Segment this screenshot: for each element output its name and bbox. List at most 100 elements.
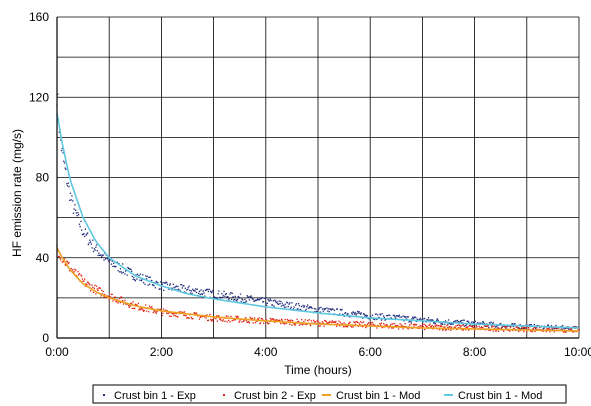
data-point — [503, 325, 505, 327]
data-point — [219, 297, 221, 299]
data-point — [460, 325, 462, 327]
data-point — [318, 307, 321, 309]
data-point — [195, 312, 198, 314]
data-point — [77, 212, 79, 214]
data-point — [221, 296, 224, 299]
data-point — [519, 324, 521, 326]
data-point — [564, 331, 566, 333]
data-point — [345, 325, 347, 328]
data-point — [462, 329, 465, 331]
data-point — [206, 288, 208, 290]
data-point — [217, 315, 219, 317]
data-point — [518, 327, 520, 329]
data-point — [236, 298, 239, 301]
series-line — [56, 247, 580, 332]
data-point — [448, 326, 450, 328]
data-point — [415, 324, 418, 326]
data-point — [67, 182, 69, 184]
data-point — [278, 300, 280, 302]
data-point — [176, 315, 178, 318]
data-point — [284, 318, 286, 321]
data-point — [408, 321, 410, 323]
data-point — [111, 293, 113, 296]
data-point — [180, 311, 182, 313]
data-point — [228, 297, 230, 300]
data-point — [192, 290, 195, 292]
data-point — [211, 319, 213, 321]
data-point — [134, 280, 136, 282]
data-point — [136, 304, 138, 306]
data-point — [209, 296, 211, 298]
data-point — [291, 324, 293, 326]
data-point — [110, 257, 112, 259]
data-point — [210, 290, 212, 292]
data-point — [354, 312, 356, 314]
data-point — [229, 321, 231, 323]
data-point — [362, 326, 364, 328]
data-point — [373, 318, 375, 320]
data-point — [497, 325, 499, 327]
data-point — [100, 295, 102, 297]
data-point — [304, 319, 306, 321]
data-point — [195, 288, 197, 290]
data-point — [316, 311, 318, 313]
data-point — [132, 301, 134, 303]
data-point — [436, 324, 438, 326]
data-point — [157, 281, 159, 284]
data-point — [290, 306, 292, 308]
data-point — [166, 283, 169, 286]
data-point — [427, 317, 430, 319]
data-point — [265, 318, 267, 321]
data-point — [245, 300, 248, 302]
data-point — [166, 282, 168, 284]
data-point — [471, 321, 473, 323]
data-point — [316, 320, 318, 322]
data-point — [471, 326, 474, 328]
data-point — [71, 195, 73, 197]
data-point — [116, 261, 119, 263]
data-point — [285, 322, 287, 325]
data-point — [383, 316, 386, 319]
data-point — [184, 287, 186, 289]
data-point — [446, 324, 448, 327]
data-point — [315, 308, 317, 310]
data-point — [187, 317, 189, 319]
data-point — [94, 249, 96, 251]
data-point — [99, 287, 101, 289]
data-point — [162, 281, 164, 284]
data-point — [411, 318, 413, 320]
data-point — [239, 320, 241, 322]
data-point — [257, 298, 259, 300]
data-point — [488, 329, 490, 331]
data-point — [95, 246, 97, 248]
data-point — [62, 261, 64, 263]
data-point — [194, 312, 196, 314]
data-point — [270, 299, 272, 302]
data-point — [377, 324, 379, 326]
data-point — [410, 321, 412, 323]
data-point — [176, 289, 178, 291]
data-point — [75, 212, 78, 214]
data-point — [178, 288, 180, 290]
data-point — [58, 131, 60, 133]
data-point — [131, 302, 133, 304]
data-point — [87, 281, 89, 283]
data-point — [180, 284, 182, 286]
legend: Crust bin 1 - Exp Crust bin 2 - Exp Crust … — [92, 384, 567, 404]
data-point — [77, 271, 79, 273]
data-point — [523, 327, 525, 329]
data-point — [444, 326, 446, 328]
data-point — [159, 288, 161, 290]
data-point — [139, 308, 141, 310]
data-point — [227, 299, 230, 301]
data-point — [414, 323, 416, 325]
data-point — [63, 160, 65, 162]
data-point — [110, 293, 113, 295]
data-point — [122, 300, 124, 302]
data-point — [389, 325, 391, 327]
data-point — [175, 312, 177, 315]
data-point — [384, 324, 386, 326]
data-point — [98, 287, 101, 289]
data-point — [126, 303, 128, 305]
